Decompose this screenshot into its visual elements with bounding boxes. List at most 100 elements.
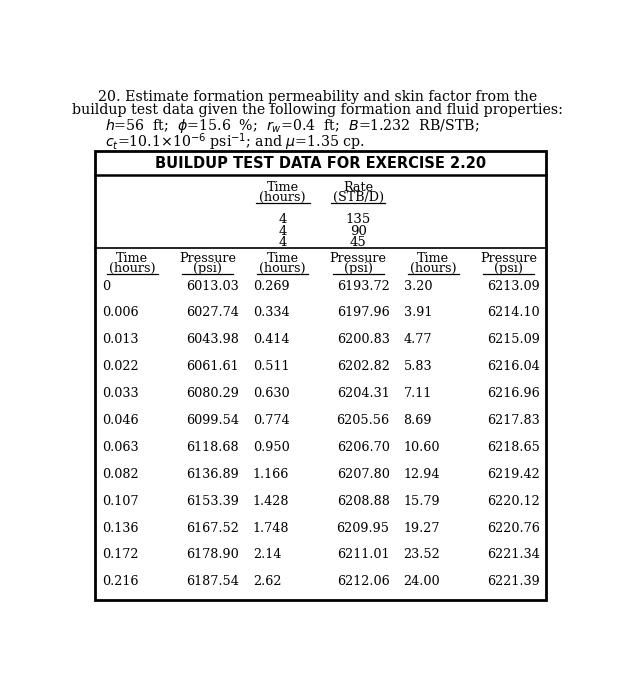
Text: 6219.42: 6219.42 <box>487 468 540 481</box>
Text: (psi): (psi) <box>494 262 523 275</box>
Text: 1.428: 1.428 <box>253 495 290 508</box>
Text: 0.107: 0.107 <box>102 495 139 508</box>
Text: 6136.89: 6136.89 <box>186 468 239 481</box>
Text: $h$=56  ft;  $\phi$=15.6  %;  $r_w$=0.4  ft;  $B$=1.232  RB/STB;: $h$=56 ft; $\phi$=15.6 %; $r_w$=0.4 ft; … <box>105 117 479 135</box>
Text: 15.79: 15.79 <box>404 495 440 508</box>
Text: (hours): (hours) <box>109 262 156 275</box>
Text: 6216.04: 6216.04 <box>487 360 540 373</box>
Text: 6206.70: 6206.70 <box>337 441 389 454</box>
Text: 4: 4 <box>278 237 287 249</box>
Text: Rate: Rate <box>343 181 373 194</box>
Text: 6214.10: 6214.10 <box>487 307 540 319</box>
Text: 3.91: 3.91 <box>404 307 432 319</box>
Text: 6013.03: 6013.03 <box>186 279 239 293</box>
Text: (psi): (psi) <box>343 262 373 275</box>
Text: (hours): (hours) <box>260 262 306 275</box>
Text: Pressure: Pressure <box>330 252 387 265</box>
Text: 24.00: 24.00 <box>404 575 440 588</box>
Text: 0.172: 0.172 <box>102 548 139 561</box>
Text: $c_t$=10.1$\times$10$^{-6}$ psi$^{-1}$; and $\mu$=1.35 cp.: $c_t$=10.1$\times$10$^{-6}$ psi$^{-1}$; … <box>105 132 365 153</box>
Text: 0: 0 <box>102 279 110 293</box>
Text: 10.60: 10.60 <box>404 441 440 454</box>
Text: 8.69: 8.69 <box>404 414 432 427</box>
Text: 4: 4 <box>278 214 287 226</box>
Text: 4.77: 4.77 <box>404 333 432 346</box>
Text: 135: 135 <box>345 214 371 226</box>
Text: 45: 45 <box>350 237 366 249</box>
Text: 6153.39: 6153.39 <box>186 495 239 508</box>
Text: (STB/D): (STB/D) <box>332 191 384 204</box>
Text: 23.52: 23.52 <box>404 548 440 561</box>
Text: 1.166: 1.166 <box>253 468 290 481</box>
Text: 6197.96: 6197.96 <box>337 307 389 319</box>
Text: 6167.52: 6167.52 <box>186 522 239 535</box>
Text: 90: 90 <box>350 225 366 238</box>
Text: 6207.80: 6207.80 <box>337 468 389 481</box>
Text: 6211.01: 6211.01 <box>337 548 389 561</box>
Text: 2.14: 2.14 <box>253 548 281 561</box>
Text: 6208.88: 6208.88 <box>337 495 389 508</box>
Text: 20. Estimate formation permeability and skin factor from the: 20. Estimate formation permeability and … <box>98 90 538 104</box>
Text: 6209.95: 6209.95 <box>337 522 389 535</box>
Text: 0.136: 0.136 <box>102 522 139 535</box>
Text: 3.20: 3.20 <box>404 279 432 293</box>
Text: 0.013: 0.013 <box>102 333 139 346</box>
Text: 6027.74: 6027.74 <box>186 307 239 319</box>
Text: 12.94: 12.94 <box>404 468 440 481</box>
Text: 0.774: 0.774 <box>253 414 290 427</box>
Text: 0.950: 0.950 <box>253 441 290 454</box>
Text: Pressure: Pressure <box>179 252 236 265</box>
Text: 6204.31: 6204.31 <box>337 387 389 400</box>
Text: BUILDUP TEST DATA FOR EXERCISE 2.20: BUILDUP TEST DATA FOR EXERCISE 2.20 <box>155 156 486 171</box>
Text: 0.063: 0.063 <box>102 441 139 454</box>
Text: 4: 4 <box>278 225 287 238</box>
Bar <box>94 151 546 600</box>
Text: 6200.83: 6200.83 <box>337 333 389 346</box>
Text: Time: Time <box>417 252 450 265</box>
Text: 6218.65: 6218.65 <box>487 441 540 454</box>
Text: Pressure: Pressure <box>480 252 537 265</box>
Text: (hours): (hours) <box>260 191 306 204</box>
Text: 0.022: 0.022 <box>102 360 139 373</box>
Text: 19.27: 19.27 <box>404 522 440 535</box>
Text: (psi): (psi) <box>193 262 222 275</box>
Text: 0.216: 0.216 <box>102 575 139 588</box>
Text: 6220.76: 6220.76 <box>487 522 540 535</box>
Text: 0.006: 0.006 <box>102 307 139 319</box>
Text: 0.082: 0.082 <box>102 468 139 481</box>
Text: 6080.29: 6080.29 <box>186 387 239 400</box>
Text: 0.269: 0.269 <box>253 279 290 293</box>
Text: 7.11: 7.11 <box>404 387 432 400</box>
Text: 0.511: 0.511 <box>253 360 290 373</box>
Text: 6215.09: 6215.09 <box>487 333 540 346</box>
Text: 6213.09: 6213.09 <box>487 279 540 293</box>
Text: 5.83: 5.83 <box>404 360 432 373</box>
Text: Time: Time <box>116 252 148 265</box>
Text: 1.748: 1.748 <box>253 522 290 535</box>
Text: 0.334: 0.334 <box>253 307 290 319</box>
Text: 6220.12: 6220.12 <box>487 495 540 508</box>
Text: 6221.39: 6221.39 <box>487 575 540 588</box>
Text: 6202.82: 6202.82 <box>337 360 389 373</box>
Text: 6216.96: 6216.96 <box>487 387 540 400</box>
Text: 0.046: 0.046 <box>102 414 139 427</box>
Text: 6212.06: 6212.06 <box>337 575 389 588</box>
Text: buildup test data given the following formation and fluid properties:: buildup test data given the following fo… <box>73 103 563 117</box>
Text: 0.033: 0.033 <box>102 387 139 400</box>
Text: 0.414: 0.414 <box>253 333 290 346</box>
Text: 6118.68: 6118.68 <box>187 441 239 454</box>
Text: 0.630: 0.630 <box>253 387 290 400</box>
Text: 2.62: 2.62 <box>253 575 281 588</box>
Text: 6178.90: 6178.90 <box>186 548 239 561</box>
Text: Time: Time <box>267 252 299 265</box>
Text: 6205.56: 6205.56 <box>337 414 389 427</box>
Text: 6187.54: 6187.54 <box>186 575 239 588</box>
Text: 6217.83: 6217.83 <box>487 414 540 427</box>
Text: 6099.54: 6099.54 <box>186 414 239 427</box>
Text: Time: Time <box>267 181 299 194</box>
Text: 6043.98: 6043.98 <box>186 333 239 346</box>
Text: 6061.61: 6061.61 <box>187 360 239 373</box>
Text: 6193.72: 6193.72 <box>337 279 389 293</box>
Text: 6221.34: 6221.34 <box>487 548 540 561</box>
Text: (hours): (hours) <box>410 262 457 275</box>
